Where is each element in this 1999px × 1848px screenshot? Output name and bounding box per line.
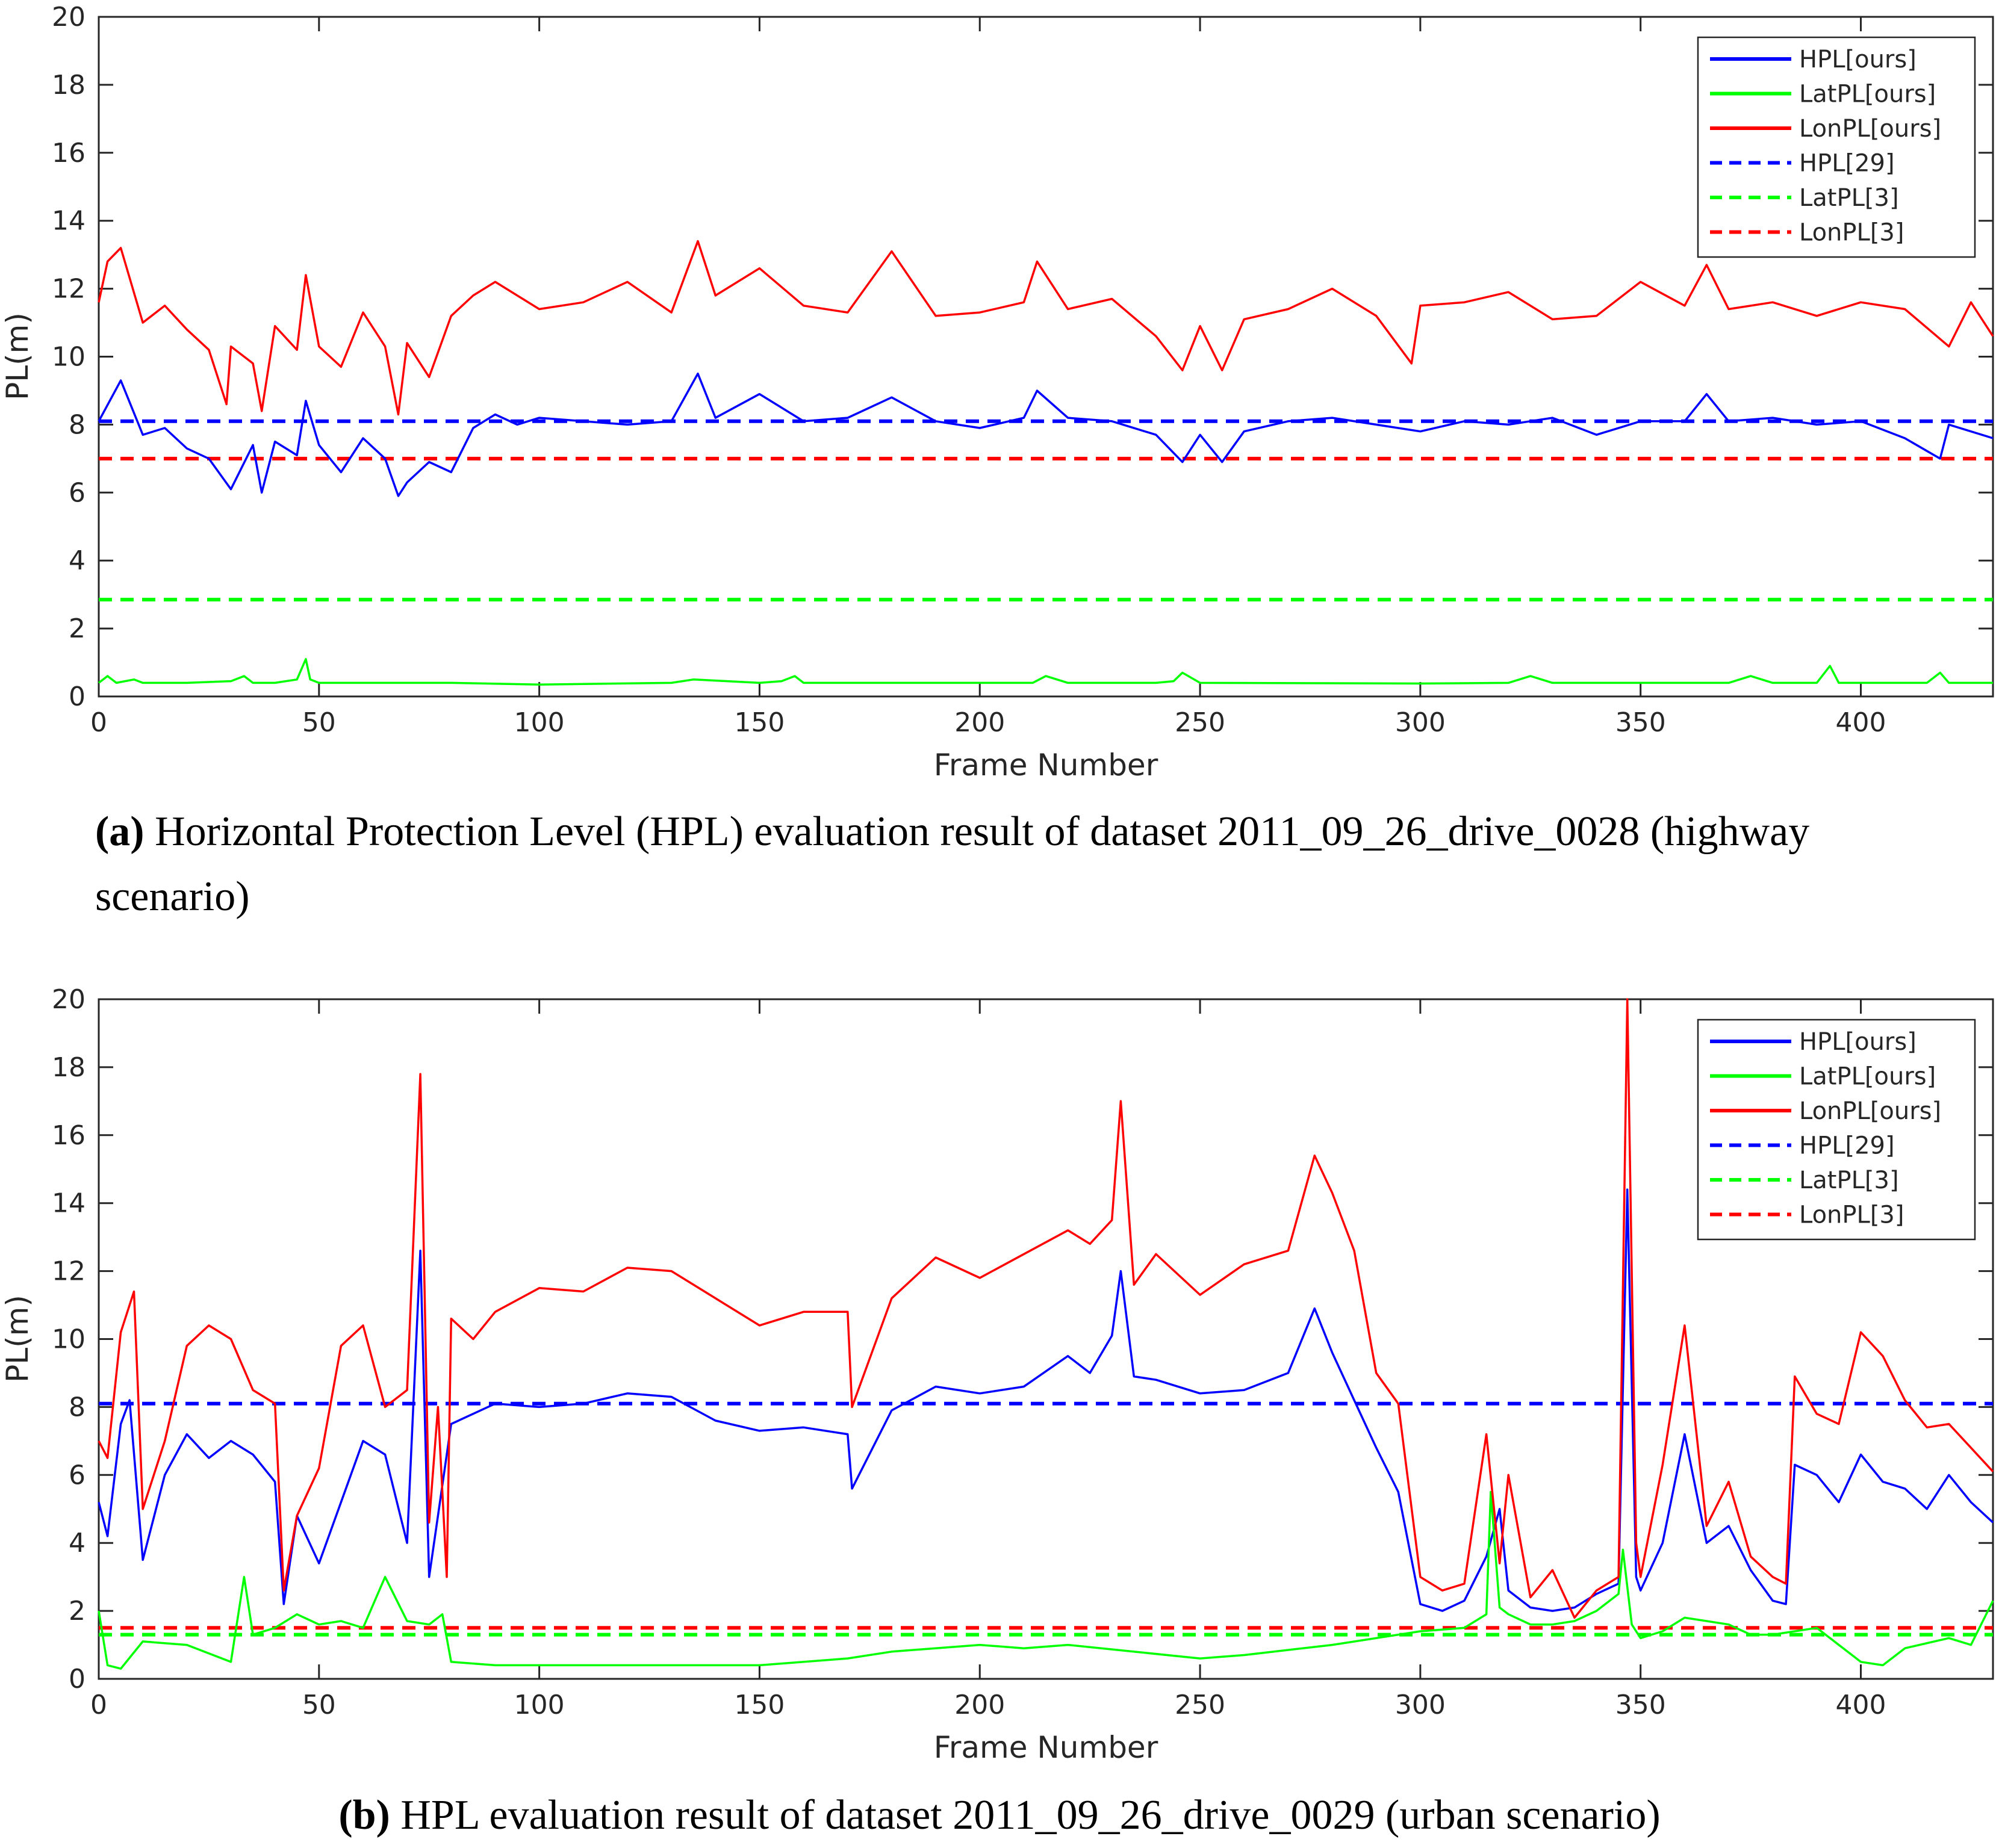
chart-a-y-tick-label: 0 xyxy=(69,681,85,712)
caption-a-text: Horizontal Protection Level (HPL) evalua… xyxy=(95,808,1810,920)
chart-a-x-axis-label: Frame Number xyxy=(934,748,1158,783)
chart-b-x-tick-label: 150 xyxy=(734,1690,785,1720)
chart-b-x-tick-label: 100 xyxy=(514,1690,565,1720)
caption-b-label: (b) xyxy=(338,1792,390,1838)
chart-b-y-axis-label: PL(m) xyxy=(0,1295,35,1383)
chart-b-x-tick-label: 50 xyxy=(302,1690,336,1720)
chart-a-y-tick-label: 8 xyxy=(69,409,85,440)
chart-a-ticks: 0 50 100 150 200 250 300 350 400 0 2 4 6 8 10 12 14 16 18 2… xyxy=(52,2,1993,738)
chart-b-x-tick-label: 0 xyxy=(90,1690,107,1720)
chart-b-axes-frame xyxy=(98,998,1994,1680)
chart-a-series-lonpl-ours xyxy=(98,240,1994,416)
chart-a-x-tick-label: 350 xyxy=(1615,707,1666,738)
chart-a-x-tick-label: 300 xyxy=(1395,707,1446,738)
chart-b-legend-label: HPL[29] xyxy=(1799,1132,1895,1160)
chart-b-legend-label: LonPL[ours] xyxy=(1799,1097,1941,1125)
chart-b-x-tick-label: 300 xyxy=(1395,1690,1446,1720)
chart-a-x-tick-label: 0 xyxy=(90,707,107,738)
chart-a-legend-label: LatPL[3] xyxy=(1799,184,1899,212)
chart-a-y-tick-label: 18 xyxy=(52,70,85,101)
chart-a-y-tick-label: 20 xyxy=(52,2,85,33)
chart-b-x-tick-label: 400 xyxy=(1836,1690,1886,1720)
chart-b-series-lonpl-ours xyxy=(98,998,1994,1619)
chart-a-y-tick-label: 4 xyxy=(69,545,85,576)
chart-a-legend-box xyxy=(1697,36,1976,258)
chart-b-y-tick-label: 2 xyxy=(69,1596,85,1626)
chart-a-y-tick-label: 2 xyxy=(69,613,85,644)
chart-b-ticks: 0 50 100 150 200 250 300 350 400 0 2 4 6 8 10 12 14 16 18 2… xyxy=(52,984,1993,1720)
chart-a-x-tick-label: 50 xyxy=(302,707,336,738)
caption-a-label: (a) xyxy=(95,808,145,855)
chart-a-x-tick-label: 250 xyxy=(1175,707,1225,738)
chart-a-series-hpl-ours xyxy=(98,372,1994,497)
chart-a-series xyxy=(98,240,1994,686)
chart-b-y-tick-label: 8 xyxy=(69,1392,85,1422)
chart-b-y-tick-label: 16 xyxy=(52,1120,85,1151)
chart-b-series xyxy=(98,998,1994,1670)
chart-a-legend-label: LatPL[ours] xyxy=(1799,81,1936,108)
chart-b-x-tick-label: 200 xyxy=(954,1690,1005,1720)
chart-b-y-tick-label: 14 xyxy=(52,1188,85,1219)
chart-b-legend: HPL[ours] LatPL[ours] LonPL[ours] HPL[29] La… xyxy=(1697,1019,1976,1241)
chart-a-y-axis-label: PL(m) xyxy=(0,312,35,400)
chart-a-y-tick-label: 12 xyxy=(52,274,85,305)
chart-a-x-tick-label: 150 xyxy=(734,707,785,738)
chart-a-legend: HPL[ours] LatPL[ours] LonPL[ours] HPL[29] La… xyxy=(1697,36,1976,258)
chart-b-series-latpl-ours xyxy=(98,1490,1994,1670)
chart-a-y-tick-label: 14 xyxy=(52,206,85,237)
caption-b-text: HPL evaluation result of dataset 2011_09… xyxy=(400,1792,1661,1838)
chart-a: 0 50 100 150 200 250 300 350 400 0 2 4 6 8 10 12 14 16 18 2… xyxy=(0,2,1994,783)
chart-b-y-tick-label: 10 xyxy=(52,1324,85,1355)
chart-a-axes-frame xyxy=(98,16,1994,698)
chart-a-series-latpl-ours xyxy=(98,658,1993,686)
chart-a-legend-label: LonPL[ours] xyxy=(1799,115,1941,143)
chart-b-y-tick-label: 6 xyxy=(69,1460,85,1490)
chart-b-legend-label: HPL[ours] xyxy=(1799,1028,1917,1056)
chart-b-y-tick-label: 0 xyxy=(69,1664,85,1695)
chart-a-y-tick-label: 16 xyxy=(52,138,85,169)
chart-b-legend-label: LonPL[3] xyxy=(1799,1202,1904,1229)
chart-b-y-tick-label: 18 xyxy=(52,1052,85,1083)
chart-b-x-tick-label: 350 xyxy=(1615,1690,1666,1720)
chart-a-x-tick-label: 400 xyxy=(1836,707,1886,738)
chart-b-legend-box xyxy=(1697,1019,1976,1241)
chart-b-x-tick-label: 250 xyxy=(1175,1690,1225,1720)
chart-b-x-axis-label: Frame Number xyxy=(934,1730,1158,1765)
chart-b-legend-label: LatPL[ours] xyxy=(1799,1063,1936,1091)
chart-b: 0 50 100 150 200 250 300 350 400 0 2 4 6 8 10 12 14 16 18 2… xyxy=(0,984,1994,1765)
chart-a-x-tick-label: 200 xyxy=(954,707,1005,738)
caption-b: (b) HPL evaluation result of dataset 201… xyxy=(0,1783,1999,1848)
chart-a-y-tick-label: 10 xyxy=(52,342,85,373)
chart-b-legend-label: LatPL[3] xyxy=(1799,1167,1899,1194)
chart-b-y-tick-label: 4 xyxy=(69,1528,85,1558)
chart-b-y-tick-label: 20 xyxy=(52,984,85,1015)
chart-b-y-tick-label: 12 xyxy=(52,1256,85,1287)
chart-a-x-tick-label: 100 xyxy=(514,707,565,738)
chart-a-legend-label: HPL[29] xyxy=(1799,150,1895,178)
chart-a-legend-label: HPL[ours] xyxy=(1799,46,1917,73)
caption-a: (a) Horizontal Protection Level (HPL) ev… xyxy=(95,799,1938,929)
chart-b-series-hpl-ours xyxy=(98,1188,1994,1612)
chart-a-y-tick-label: 6 xyxy=(69,477,85,508)
chart-a-legend-label: LonPL[3] xyxy=(1799,219,1904,247)
